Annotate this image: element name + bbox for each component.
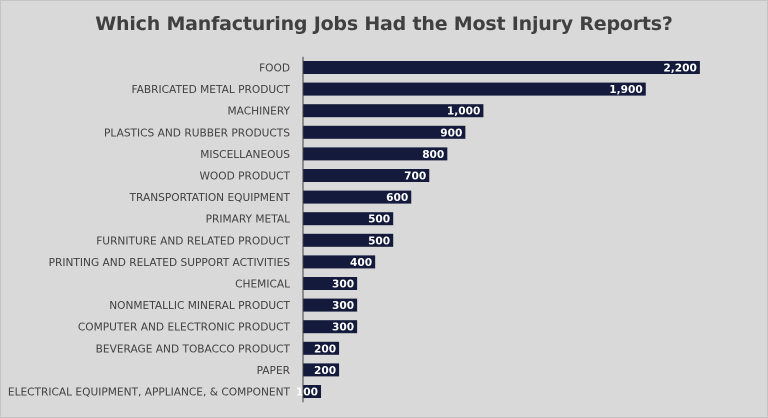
bar [303,363,340,377]
data-label: 200 [314,365,336,377]
bar [303,61,700,74]
bar [303,255,376,269]
data-label: 900 [440,127,462,139]
data-label: 800 [422,149,444,161]
category-label: CHEMICAL [235,279,290,291]
category-label: FURNITURE AND RELATED PRODUCT [96,235,290,247]
data-label: 100 [296,387,318,399]
category-label: PAPER [257,365,291,377]
bar [303,298,358,312]
data-label: 700 [404,171,426,183]
category-label: NONMETALLIC MINERAL PRODUCT [109,300,290,312]
category-label: WOOD PRODUCT [199,171,290,183]
category-label: ELECTRICAL EQUIPMENT, APPLIANCE, & COMPO… [8,387,291,399]
category-label: MISCELLANEOUS [200,149,290,161]
category-label: TRANSPORTATION EQUIPMENT [129,192,291,204]
bar [303,385,322,398]
bar [303,147,448,161]
data-label: 300 [332,279,354,291]
bar [303,125,466,139]
category-label: PLASTICS AND RUBBER PRODUCTS [104,127,290,139]
bar [303,320,358,334]
bar [303,277,358,290]
bar [303,82,646,96]
data-label: 1,900 [609,84,643,96]
bar [303,190,412,204]
bar [303,169,430,182]
data-label: 500 [368,214,390,226]
data-label: 600 [386,192,408,204]
bar [303,104,484,118]
category-label: PRINTING AND RELATED SUPPORT ACTIVITIES [49,257,291,269]
data-label: 1,000 [447,106,481,118]
bar [303,341,340,355]
category-label: FABRICATED METAL PRODUCT [132,84,291,96]
data-label: 200 [314,343,336,355]
bar [303,212,394,226]
data-label: 300 [332,322,354,334]
bar [303,233,394,247]
data-label: 500 [368,235,390,247]
data-label: 2,200 [663,63,697,75]
category-label: MACHINERY [228,106,291,118]
data-label: 300 [332,300,354,312]
category-label: FOOD [259,63,290,75]
category-label: PRIMARY METAL [206,214,291,226]
category-label: COMPUTER AND ELECTRONIC PRODUCT [78,322,291,334]
category-label: BEVERAGE AND TOBACCO PRODUCT [96,343,291,355]
chart-title: Which Manfacturing Jobs Had the Most Inj… [95,13,673,35]
data-label: 400 [350,257,372,269]
